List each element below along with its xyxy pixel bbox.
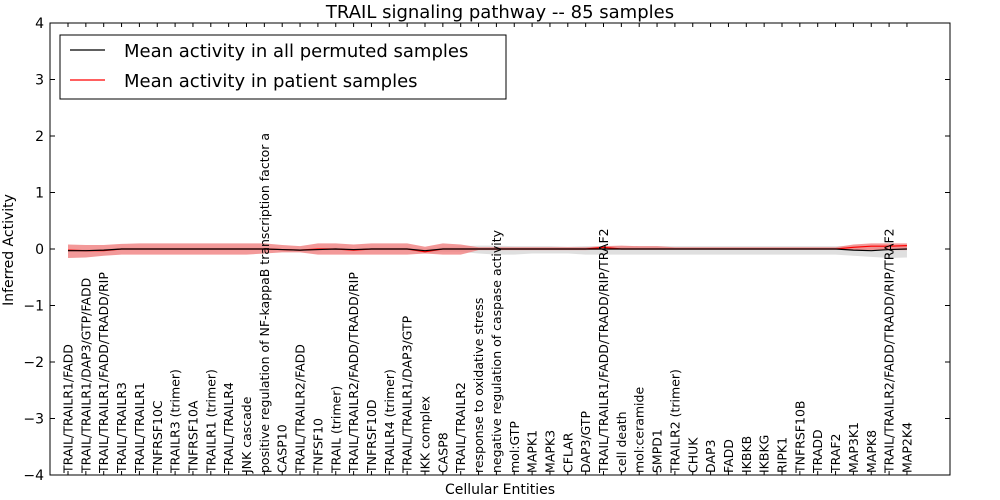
x-tick-label-38: IKBKB: [739, 436, 754, 473]
y-tick-label-6: −2: [23, 355, 44, 371]
x-tick-label-14: TNFSF10: [310, 418, 325, 474]
x-tick-label-30: TRAIL/TRAILR1/FADD/TRADD/RIP/TRAF2: [596, 228, 611, 474]
x-tick-label-23: response to oxidative stress: [471, 298, 486, 473]
x-tick-label-47: MAP2K4: [899, 422, 914, 473]
x-tick-label-31: cell death: [614, 411, 629, 473]
x-tick-label-36: DAP3: [703, 440, 718, 473]
x-tick-label-28: CFLAR: [560, 432, 575, 473]
x-tick-label-45: MAPK8: [864, 430, 879, 473]
x-tick-label-37: FADD: [721, 439, 736, 473]
x-tick-label-13: TRAIL/TRAILR2/FADD: [293, 344, 308, 474]
x-tick-label-17: TNFRSF10D: [364, 399, 379, 474]
y-tick-label-4: 0: [35, 242, 44, 258]
x-tick-label-21: CASP8: [435, 432, 450, 473]
legend: Mean activity in all permuted samples Me…: [59, 34, 507, 100]
x-tick-label-4: TRAIL/TRAILR1: [132, 382, 147, 474]
x-tick-label-46: TRAIL/TRAILR2/FADD/TRADD/RIP/TRAF2: [882, 228, 897, 474]
x-tick-label-12: CASP10: [275, 424, 290, 473]
x-tick-label-24: negative regulation of caspase activity: [489, 229, 504, 473]
x-tick-label-15: TRAIL (trimer): [328, 386, 343, 474]
x-tick-label-5: TNFRSF10C: [150, 400, 165, 474]
x-axis-label: Cellular Entities: [445, 482, 555, 498]
x-tick-label-25: mol:GTP: [507, 421, 522, 473]
x-tick-label-43: TRAF2: [828, 433, 843, 474]
x-tick-label-20: IKK complex: [418, 396, 433, 473]
x-tick-label-35: CHUK: [685, 437, 700, 473]
legend-label-patient: Mean activity in patient samples: [124, 71, 418, 92]
x-tick-label-16: TRAIL/TRAILR2/FADD/TRADD/RIP: [346, 272, 361, 474]
chart-title: TRAIL signaling pathway -- 85 samples: [325, 2, 674, 23]
x-tick-label-22: TRAIL/TRAILR2: [453, 382, 468, 474]
y-tick-label-1: 3: [35, 73, 44, 89]
x-tick-label-3: TRAIL/TRAILR3: [114, 382, 129, 474]
x-tick-label-29: DAP3/GTP: [578, 410, 593, 473]
y-tick-label-5: −1: [23, 299, 44, 315]
x-tick-label-33: SMPD1: [650, 429, 665, 473]
x-tick-label-44: MAP3K1: [846, 422, 861, 473]
series-line-0: [68, 248, 907, 252]
x-tick-label-0: TRAIL/TRAILR1/FADD: [61, 344, 76, 474]
y-tick-label-2: 2: [35, 129, 44, 145]
y-tick-label-8: −4: [23, 468, 44, 484]
x-tick-label-26: MAPK1: [525, 430, 540, 473]
x-tick-label-42: TRADD: [810, 429, 825, 474]
x-tick-label-41: TNFRSF10B: [792, 401, 807, 474]
x-tick-label-27: MAPK3: [542, 430, 557, 473]
x-tick-label-10: JNK cascade: [239, 396, 254, 474]
legend-label-permuted: Mean activity in all permuted samples: [124, 41, 468, 62]
y-axis-label: Inferred Activity: [1, 194, 17, 306]
x-tick-label-18: TRAILR4 (trimer): [382, 369, 397, 474]
y-tick-label-3: 1: [35, 186, 44, 202]
x-tick-label-2: TRAIL/TRAILR1/FADD/TRADD/RIP: [96, 272, 111, 474]
x-tick-label-1: TRAIL/TRAILR1/DAP3/GTP/FADD: [78, 278, 93, 474]
x-tick-label-6: TRAILR3 (trimer): [168, 369, 183, 474]
y-tick-label-0: 4: [35, 16, 44, 32]
x-tick-label-32: mol:ceramide: [632, 387, 647, 473]
x-tick-label-34: TRAILR2 (trimer): [667, 369, 682, 474]
legend-box: [59, 34, 507, 100]
x-tick-label-7: TNFRSF10A: [185, 400, 200, 474]
band-series-1: [68, 243, 907, 259]
x-tick-label-9: TRAIL/TRAILR4: [221, 382, 236, 474]
x-tick-label-19: TRAIL/TRAILR1/DAP3/GTP: [400, 315, 415, 474]
x-tick-label-8: TRAILR1 (trimer): [203, 369, 218, 474]
x-tick-label-40: RIPK1: [775, 437, 790, 473]
x-tick-label-39: IKBKG: [757, 435, 772, 473]
y-tick-label-7: −3: [23, 412, 44, 428]
x-tick-label-11: positive regulation of NF-kappaB transcr…: [257, 133, 272, 473]
